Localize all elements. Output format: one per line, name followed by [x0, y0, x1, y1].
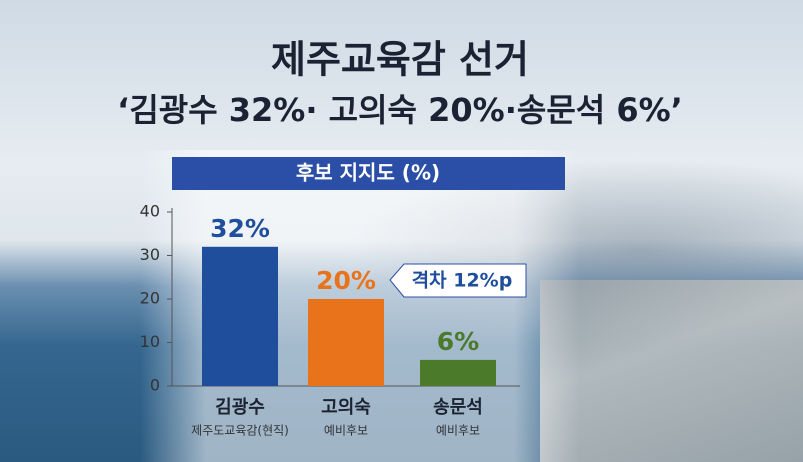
- y-tick-label: 20: [140, 289, 160, 308]
- chart-title-box: [172, 157, 565, 190]
- x-tick-label: 송문석: [433, 397, 483, 418]
- value-label: 6%: [437, 327, 479, 356]
- y-tick-label: 30: [140, 245, 160, 264]
- x-tick-label: 고의숙: [321, 397, 371, 418]
- town-image: [540, 280, 803, 462]
- bar: [308, 299, 384, 386]
- subtitle: ‘김광수 32%· 고의숙 20%·송문석 6%’: [117, 91, 683, 129]
- bar: [202, 246, 278, 386]
- annotation-box: [389, 263, 527, 298]
- title: 제주교육감 선거: [271, 38, 529, 82]
- x-sublabel: 예비후보: [436, 424, 480, 438]
- chart-title: 후보 지지도 (%): [296, 161, 440, 185]
- x-tick-label: 김광수: [215, 397, 265, 418]
- y-tick-label: 10: [140, 332, 160, 351]
- annotation: 격차 12%p: [412, 270, 513, 292]
- x-sublabel: 제주도교육감(현직): [191, 424, 289, 438]
- y-tick-label: 0: [150, 376, 160, 395]
- x-sublabel: 예비후보: [324, 424, 368, 438]
- value-label: 20%: [316, 266, 376, 295]
- y-tick-label: 40: [140, 202, 160, 221]
- value-label: 32%: [210, 214, 270, 243]
- bar: [420, 359, 496, 386]
